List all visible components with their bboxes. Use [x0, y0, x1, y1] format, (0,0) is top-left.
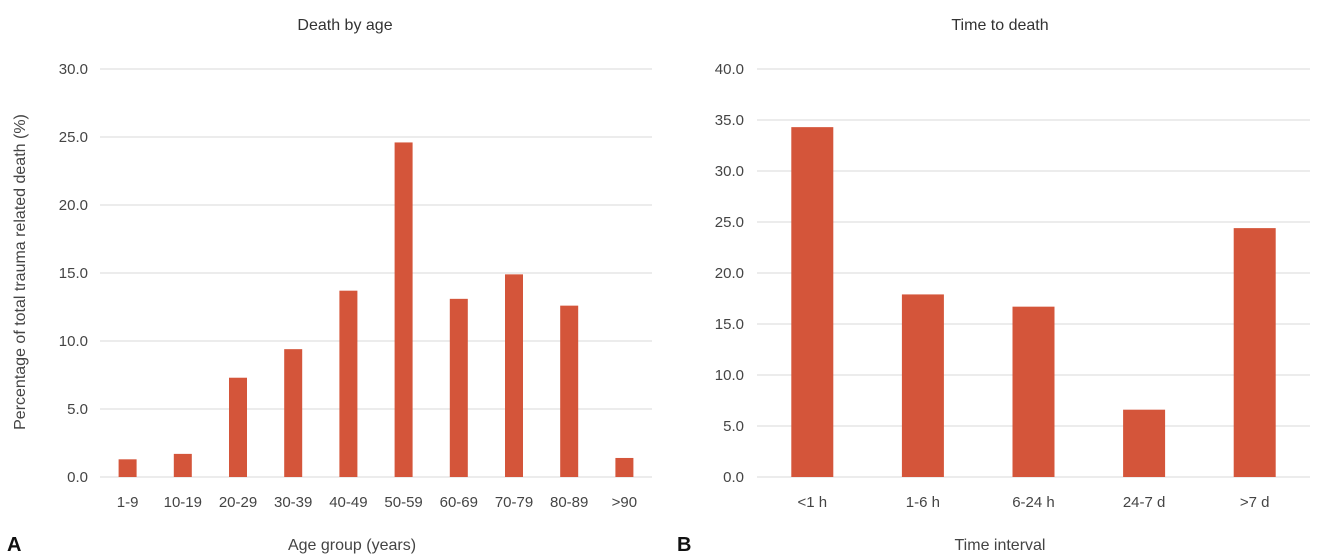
panel-letter-a: A — [7, 534, 21, 556]
y-tick-label: 10.0 — [715, 367, 744, 384]
bar — [339, 290, 358, 477]
bar — [1233, 228, 1276, 477]
chart-b-xlabel: Time interval — [955, 537, 1046, 554]
y-tick-label: 25.0 — [59, 129, 88, 146]
chart-panel-b: Time to death Time interval B 0.0 5.0 10.0… — [677, 17, 1310, 556]
chart-a-gridlines — [100, 68, 652, 478]
chart-a-y-ticks: 0.0 5.0 10.0 15.0 20.0 25.0 30.0 — [59, 61, 88, 486]
y-tick-label: 15.0 — [715, 316, 744, 333]
bar — [449, 298, 468, 477]
panel-letter-b: B — [677, 534, 691, 556]
y-tick-label: 35.0 — [715, 112, 744, 129]
y-tick-label: 0.0 — [67, 469, 88, 486]
x-tick-label: 10-19 — [164, 494, 202, 511]
y-tick-label: 10.0 — [59, 333, 88, 350]
x-tick-label: 60-69 — [440, 494, 478, 511]
y-tick-label: 30.0 — [715, 163, 744, 180]
chart-b-x-ticks: <1 h 1-6 h 6-24 h 24-7 d >7 d — [797, 494, 1269, 511]
y-tick-label: 25.0 — [715, 214, 744, 231]
bar — [118, 459, 137, 477]
y-tick-label: 5.0 — [67, 401, 88, 418]
chart-a-bars — [118, 142, 634, 477]
x-tick-label: 40-49 — [329, 494, 367, 511]
x-tick-label: 6-24 h — [1012, 494, 1055, 511]
y-tick-label: 20.0 — [59, 197, 88, 214]
y-tick-label: 5.0 — [723, 418, 744, 435]
bar — [791, 127, 834, 477]
chart-a-xlabel: Age group (years) — [288, 537, 416, 554]
chart-b-bars — [791, 127, 1276, 477]
bar — [560, 305, 579, 477]
bar — [284, 349, 303, 477]
chart-a-ylabel: Percentage of total trauma related death… — [12, 114, 29, 430]
x-tick-label: 1-9 — [117, 494, 139, 511]
bar — [1012, 306, 1055, 477]
chart-a-x-ticks: 1-9 10-19 20-29 30-39 40-49 50-59 60-69 70-79 80… — [117, 494, 637, 511]
y-tick-label: 30.0 — [59, 61, 88, 78]
y-tick-label: 0.0 — [723, 469, 744, 486]
bar — [901, 294, 944, 477]
chart-b-title: Time to death — [951, 17, 1048, 34]
x-tick-label: <1 h — [797, 494, 827, 511]
x-tick-label: 70-79 — [495, 494, 533, 511]
x-tick-label: >90 — [612, 494, 637, 511]
x-tick-label: 80-89 — [550, 494, 588, 511]
y-tick-label: 15.0 — [59, 265, 88, 282]
y-tick-label: 40.0 — [715, 61, 744, 78]
bar — [229, 377, 247, 477]
bar — [394, 142, 413, 477]
x-tick-label: >7 d — [1240, 494, 1270, 511]
x-tick-label: 20-29 — [219, 494, 257, 511]
bar — [615, 457, 634, 477]
bar — [173, 453, 192, 477]
x-tick-label: 50-59 — [384, 494, 422, 511]
bar — [1123, 409, 1166, 477]
chart-panel-a: Death by age Percentage of total trauma … — [7, 17, 652, 556]
chart-b-y-ticks: 0.0 5.0 10.0 15.0 20.0 25.0 30.0 35.0 40.0 — [715, 61, 744, 486]
x-tick-label: 1-6 h — [906, 494, 940, 511]
bar — [505, 274, 523, 477]
x-tick-label: 30-39 — [274, 494, 312, 511]
x-tick-label: 24-7 d — [1123, 494, 1166, 511]
chart-a-title: Death by age — [297, 17, 392, 34]
y-tick-label: 20.0 — [715, 265, 744, 282]
